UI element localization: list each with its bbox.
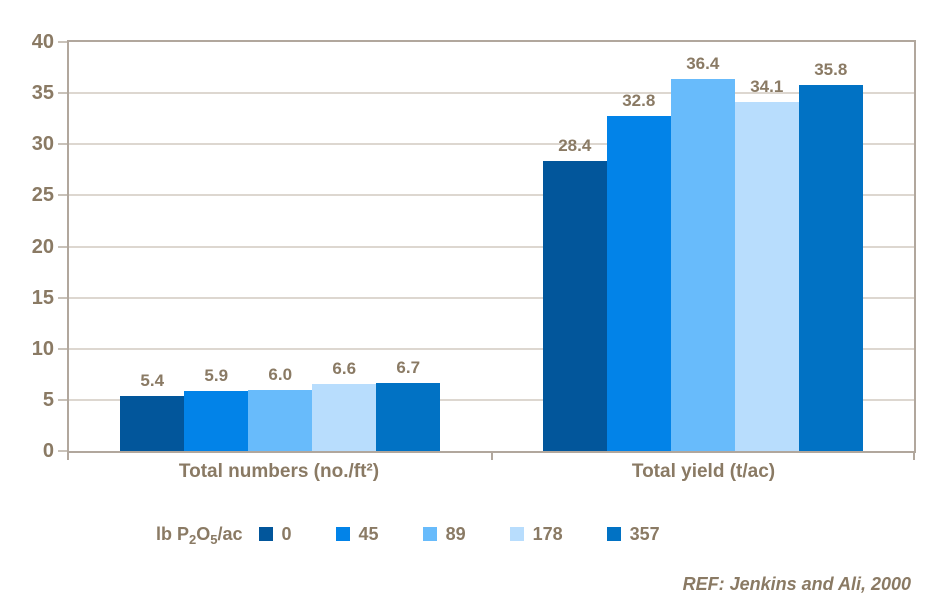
bar-rect	[248, 389, 313, 451]
bar-value-label: 35.8	[814, 59, 848, 79]
bar-rect	[734, 102, 799, 451]
legend-item-357: 357	[606, 523, 660, 545]
legend-title: lb P2O5/ac	[156, 523, 243, 547]
bar-value-label: 6.0	[268, 364, 293, 384]
gridline	[69, 245, 914, 248]
reference-citation: REF: Jenkins and Ali, 2000	[682, 574, 911, 594]
legend-item-45: 45	[335, 523, 379, 545]
legend-title-text: /ac	[217, 523, 243, 544]
y-tick-mark	[58, 194, 67, 197]
bar-group: 28.4 32.8 36.4 34.1 35.8	[492, 54, 915, 451]
y-tick-mark	[58, 41, 67, 43]
bar-rect	[606, 115, 671, 451]
bar-rect	[542, 160, 607, 451]
gridline	[69, 92, 914, 95]
y-tick-label: 25	[31, 184, 54, 207]
bar-rect	[670, 78, 735, 451]
gridline	[69, 398, 914, 401]
legend-title-text: O	[196, 523, 211, 544]
bar-Total yield (t/ac)-45: 32.8	[606, 91, 671, 451]
bar-value-label: 5.4	[140, 370, 165, 390]
x-tick-mark	[913, 453, 915, 460]
legend-title-subscript: 2	[189, 531, 197, 547]
gridline	[69, 347, 914, 350]
gridline	[69, 194, 914, 197]
legend: lb P2O5/ac 0 45 89 178 357	[156, 521, 660, 547]
x-tick-mark	[67, 453, 69, 460]
gridline	[69, 296, 914, 299]
bar-rect	[120, 395, 185, 451]
legend-swatch-icon	[606, 527, 621, 541]
legend-swatch-icon	[509, 527, 524, 541]
plot-area: 5.4 5.9 6.0 6.6 6.7 28.4 32.8 36.4 34.1 35.8	[67, 40, 916, 453]
y-tick-mark	[58, 92, 67, 95]
y-tick-label: 40	[31, 31, 54, 53]
gridline	[69, 143, 914, 146]
legend-swatch-icon	[258, 527, 273, 541]
legend-item-0: 0	[258, 523, 292, 545]
legend-item-178: 178	[509, 523, 563, 545]
y-tick-label: 35	[31, 82, 54, 105]
y-tick-label: 20	[31, 235, 54, 258]
bar-value-label: 6.7	[396, 357, 421, 377]
bar-Total yield (t/ac)-178: 34.1	[734, 77, 799, 451]
legend-swatch-icon	[422, 527, 437, 541]
bar-group: 5.4 5.9 6.0 6.6 6.7	[69, 358, 492, 451]
legend-title-subscript: 5	[210, 531, 218, 547]
bar-Total yield (t/ac)-89: 36.4	[670, 54, 735, 451]
y-tick-mark	[58, 245, 67, 248]
y-tick-mark	[58, 296, 67, 299]
y-tick-label: 5	[42, 388, 54, 411]
bar-rect	[376, 382, 441, 451]
bar-value-label: 6.6	[332, 358, 357, 378]
legend-item-label: 45	[358, 523, 379, 544]
bar-Total numbers (no./ft²)-178: 6.6	[312, 359, 377, 451]
y-tick-mark	[58, 398, 67, 401]
bar-Total yield (t/ac)-357: 35.8	[798, 60, 863, 451]
y-tick-mark	[58, 143, 67, 146]
legend-item-label: 178	[532, 523, 563, 544]
bar-rect	[312, 383, 377, 451]
x-tick-mark	[490, 453, 493, 460]
bar-rect	[798, 84, 863, 451]
y-tick-label: 10	[31, 337, 54, 360]
legend-item-89: 89	[422, 523, 466, 545]
category-label: Total numbers (no./ft²)	[178, 461, 380, 482]
y-tick-label: 15	[31, 286, 54, 309]
bar-Total numbers (no./ft²)-89: 6.0	[248, 365, 313, 451]
bar-value-label: 36.4	[686, 53, 720, 73]
category-label: Total yield (t/ac)	[631, 461, 776, 482]
y-tick-label: 0	[42, 440, 54, 462]
legend-item-label: 357	[629, 523, 660, 544]
y-tick-mark	[58, 450, 67, 452]
legend-item-label: 89	[445, 523, 466, 544]
bar-value-label: 34.1	[750, 77, 784, 97]
legend-title-text: lb P	[156, 523, 190, 544]
y-tick-label: 30	[31, 133, 54, 156]
bar-Total numbers (no./ft²)-45: 5.9	[184, 366, 249, 451]
legend-item-label: 0	[281, 523, 292, 544]
bar-Total numbers (no./ft²)-0: 5.4	[120, 371, 185, 451]
bar-value-label: 28.4	[558, 135, 592, 155]
y-tick-mark	[58, 347, 67, 350]
bar-rect	[184, 390, 249, 451]
bar-value-label: 5.9	[204, 365, 229, 385]
legend-swatch-icon	[335, 527, 350, 541]
bar-value-label: 32.8	[622, 90, 656, 110]
bar-Total numbers (no./ft²)-357: 6.7	[376, 358, 441, 451]
bar-Total yield (t/ac)-0: 28.4	[542, 136, 607, 451]
